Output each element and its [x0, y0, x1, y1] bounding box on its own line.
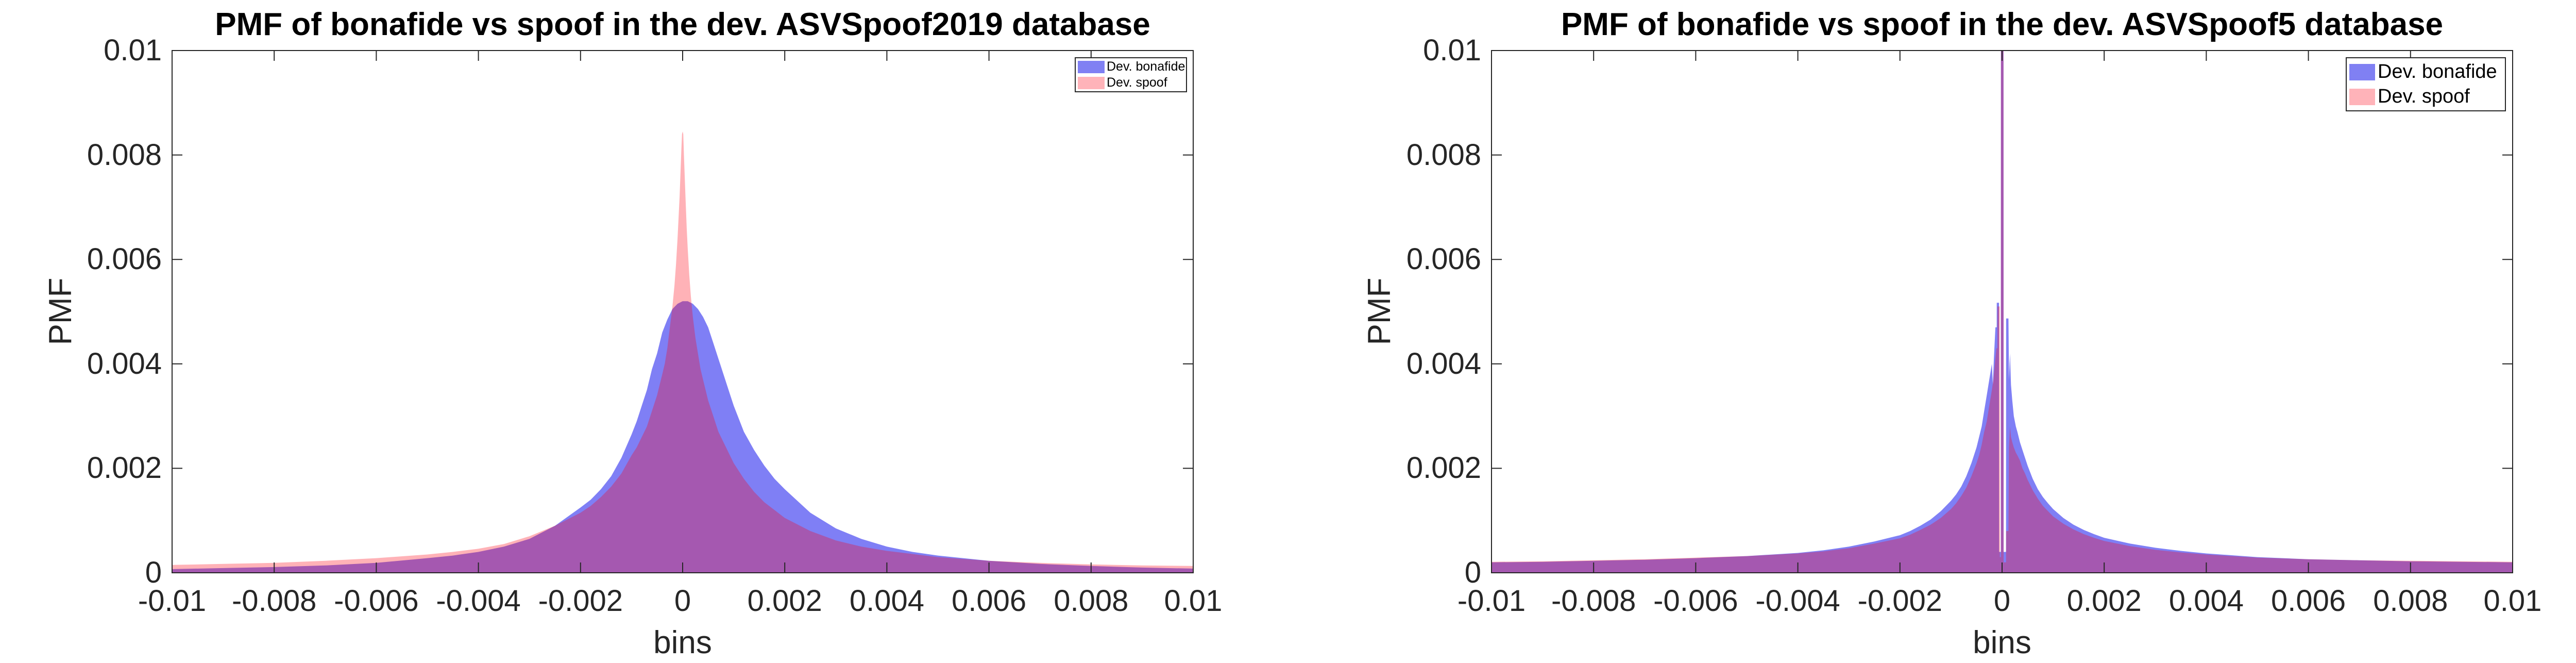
series-area-bonafide	[172, 301, 1193, 573]
y-axis-label: PMF	[43, 277, 78, 345]
x-tick-label: 0.002	[747, 584, 822, 618]
bonafide-swatch-icon	[2349, 63, 2375, 80]
legend-item-spoof: Dev. spoof	[2347, 86, 2505, 108]
series-area-spoof	[1492, 51, 2513, 573]
x-tick-label: -0.004	[436, 584, 521, 618]
y-tick-label: 0.006	[87, 242, 162, 276]
legend-label: Dev. spoof	[2378, 86, 2470, 107]
x-tick-label: -0.01	[138, 584, 207, 618]
series-area-spoof	[172, 131, 1193, 573]
x-tick-label: 0.01	[1164, 584, 1223, 618]
spoof-swatch-icon	[1078, 76, 1105, 89]
x-tick-label: -0.006	[1653, 584, 1738, 618]
x-tick-label: -0.004	[1755, 584, 1840, 618]
chart-title-asvspoof5: PMF of bonafide vs spoof in the dev. ASV…	[1561, 7, 2444, 42]
legend-box: Dev. bonafide Dev. spoof	[2346, 57, 2506, 111]
legend-label: Dev. spoof	[1107, 75, 1167, 90]
spoof-swatch-icon	[2349, 88, 2375, 105]
x-tick-label: 0.008	[2373, 584, 2448, 618]
x-tick-label: 0.004	[2168, 584, 2244, 618]
chart-title-asvspoof2019: PMF of bonafide vs spoof in the dev. ASV…	[215, 7, 1150, 42]
y-tick-label: 0.008	[1406, 138, 1481, 172]
y-tick-label: 0.002	[1406, 451, 1481, 485]
x-tick-label: 0.01	[2483, 584, 2542, 618]
x-tick-label: -0.006	[334, 584, 419, 618]
x-tick-label: 0.004	[849, 584, 924, 618]
x-tick-label: 0.006	[2271, 584, 2346, 618]
y-tick-label: 0.008	[87, 138, 162, 172]
x-axis-label: bins	[653, 625, 712, 660]
x-tick-label: 0	[1993, 584, 2011, 618]
legend-label: Dev. bonafide	[2378, 61, 2497, 82]
x-tick-label: 0.006	[952, 584, 1027, 618]
x-axis-label: bins	[1973, 625, 2031, 660]
x-tick-label: 0.008	[1054, 584, 1129, 618]
y-axis-label: PMF	[1362, 277, 1397, 345]
legend-item-spoof: Dev. spoof	[1076, 75, 1186, 90]
y-tick-label: 0.01	[1423, 34, 1481, 67]
x-tick-label: -0.01	[1457, 584, 1526, 618]
y-tick-label: 0.002	[87, 451, 162, 485]
x-tick-label: 0.002	[2066, 584, 2142, 618]
legend-item-bonafide: Dev. bonafide	[2347, 61, 2505, 83]
y-tick-label: 0	[145, 556, 162, 589]
series-group	[1492, 51, 2513, 573]
y-tick-label: 0.01	[104, 34, 162, 67]
y-tick-label: 0.006	[1406, 242, 1481, 276]
x-tick-label: 0	[674, 584, 691, 618]
x-tick-label: -0.002	[538, 584, 623, 618]
x-tick-label: -0.008	[1551, 584, 1636, 618]
series-group	[172, 131, 1193, 573]
legend-box: Dev. bonafide Dev. spoof	[1075, 57, 1187, 92]
bonafide-swatch-icon	[1078, 60, 1105, 73]
y-tick-label: 0.004	[1406, 346, 1481, 380]
legend-label: Dev. bonafide	[1107, 59, 1185, 74]
legend-item-bonafide: Dev. bonafide	[1076, 59, 1186, 74]
y-tick-label: 0.004	[87, 346, 162, 380]
series-area-bonafide	[1492, 51, 2513, 573]
x-tick-label: -0.002	[1857, 584, 1943, 618]
y-tick-label: 0	[1464, 556, 1481, 589]
x-tick-label: -0.008	[231, 584, 317, 618]
